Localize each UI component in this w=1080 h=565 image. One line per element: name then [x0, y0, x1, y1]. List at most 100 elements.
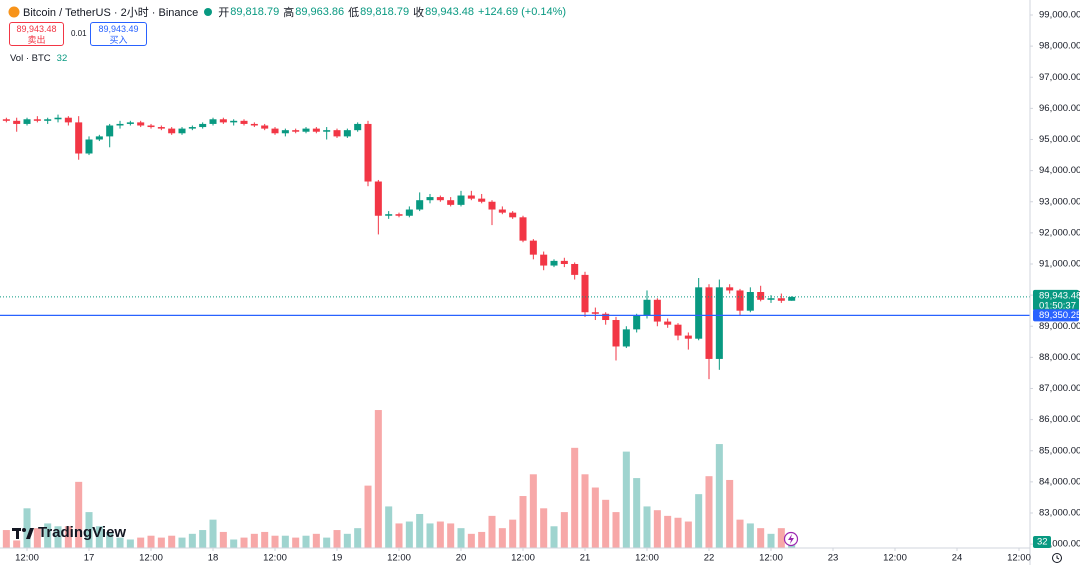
volume-bar	[550, 526, 558, 548]
volume-bar	[385, 506, 393, 548]
brand: TradingView	[12, 524, 126, 541]
volume-bar	[736, 519, 744, 548]
volume-bar	[85, 512, 93, 548]
volume-bar	[54, 526, 62, 548]
volume-bar	[199, 530, 207, 548]
volume-bar	[250, 533, 258, 548]
y-tick-label: 95,000.00	[1039, 134, 1080, 145]
candle-body	[519, 217, 527, 241]
volume-bar	[116, 537, 124, 548]
candle-body	[271, 128, 279, 134]
legend-label: 高	[283, 7, 295, 19]
legend-label: 收	[413, 7, 425, 19]
volume-bar	[333, 530, 341, 548]
y-tick-label: 94,000.00	[1039, 165, 1080, 176]
y-tick-label: 82,000.00	[1039, 539, 1080, 550]
candle-body	[571, 263, 579, 275]
y-tick-label: 93,000.00	[1039, 196, 1080, 207]
volume-bar	[560, 512, 568, 548]
y-tick-label: 91,000.00	[1039, 259, 1080, 270]
volume-bar	[405, 521, 413, 548]
volume-bar	[126, 539, 134, 548]
price-axis	[1030, 0, 1080, 565]
candle-body	[354, 123, 362, 131]
x-tick-label: 23	[828, 553, 839, 564]
candle-body	[343, 130, 351, 137]
candle-body	[736, 290, 744, 311]
volume-bar	[705, 476, 713, 548]
volume-bar	[777, 528, 785, 548]
candle-body	[230, 120, 238, 123]
candle-body	[147, 125, 155, 128]
candle-body	[219, 119, 227, 123]
candle-body	[612, 320, 620, 347]
volume-bar	[529, 474, 537, 548]
volume-bar	[457, 528, 465, 548]
candle-body	[602, 313, 610, 321]
x-tick-label: 12:00	[883, 553, 907, 564]
clock-icon	[1052, 553, 1062, 563]
volume-bar	[612, 512, 620, 548]
candle-body	[674, 324, 682, 336]
volume-bar	[767, 533, 775, 548]
volume-bar	[622, 451, 630, 548]
candle-body	[643, 299, 651, 316]
sell-label: 卖出	[27, 35, 46, 45]
volume-bar	[292, 537, 300, 548]
candle-body	[540, 254, 548, 266]
x-tick-label: 12:00	[15, 553, 39, 564]
volume-bar	[488, 515, 496, 548]
volume-bar	[137, 537, 145, 548]
volume-bar	[395, 523, 403, 548]
candle-body	[209, 119, 217, 124]
x-tick-label: 12:00	[1007, 553, 1031, 564]
header: Bitcoin / TetherUS · 2小时 · Binance 开 89,8…	[8, 4, 570, 20]
candle-body	[385, 214, 393, 216]
volume-bar	[519, 496, 527, 548]
candle-body	[54, 117, 62, 120]
volume-bar	[354, 528, 362, 548]
candle-body	[405, 209, 413, 216]
volume-title[interactable]: Vol · BTC	[10, 53, 51, 64]
candle-body	[488, 201, 496, 210]
sell-button[interactable]: 89,943.48 卖出	[9, 22, 64, 46]
y-tick-label: 92,000.00	[1039, 227, 1080, 238]
buy-button[interactable]: 89,943.49 买入	[90, 22, 147, 46]
candle-body	[2, 119, 10, 121]
candle-body	[178, 128, 186, 134]
symbol-title[interactable]: Bitcoin / TetherUS · 2小时 · Binance	[23, 7, 199, 19]
candle-body	[581, 274, 589, 313]
bid-label: 89,350.25	[1039, 310, 1080, 321]
volume-bar	[261, 531, 269, 548]
candle-body	[64, 117, 72, 123]
candle-body	[312, 128, 320, 132]
volume-bar	[240, 537, 248, 548]
x-tick-label: 12:00	[263, 553, 287, 564]
candle-body	[416, 200, 424, 210]
candle-body	[447, 200, 455, 205]
x-tick-label: 12:00	[139, 553, 163, 564]
volume-legend: Vol · BTC 32	[10, 53, 67, 64]
x-tick-label: 12:00	[759, 553, 783, 564]
candle-body	[333, 130, 341, 137]
candle-body	[250, 123, 258, 126]
candle-body	[23, 119, 31, 124]
volume-bar	[168, 535, 176, 548]
x-tick-label: 17	[84, 553, 95, 564]
candle-body	[323, 130, 331, 132]
y-tick-label: 85,000.00	[1039, 445, 1080, 456]
candle-body	[85, 139, 93, 154]
y-tick-label: 89,000.00	[1039, 321, 1080, 332]
candle-body	[281, 130, 289, 134]
volume-bar	[581, 474, 589, 548]
candle-body	[364, 123, 372, 182]
candle-body	[395, 214, 403, 216]
y-tick-label: 98,000.00	[1039, 41, 1080, 52]
candle-body	[591, 312, 599, 314]
x-tick-label: 12:00	[387, 553, 411, 564]
countdown: 01:50:37	[1039, 300, 1076, 311]
candle-body	[550, 260, 558, 266]
buy-price: 89,943.49	[98, 24, 139, 34]
candle-body	[746, 292, 754, 311]
